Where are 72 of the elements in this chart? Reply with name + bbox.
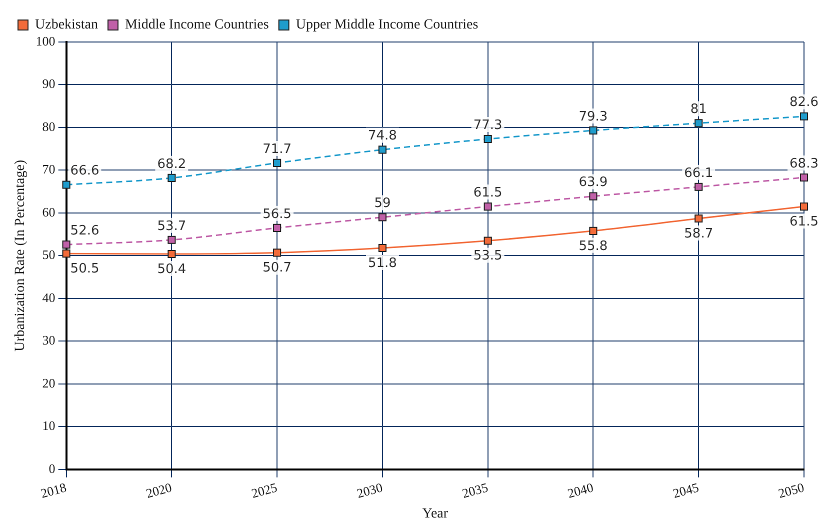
legend-label: Upper Middle Income Countries (296, 18, 478, 33)
point (800, 202, 808, 211)
legend-label: Middle Income Countries (124, 18, 269, 33)
point (273, 158, 282, 167)
x-axis-title: Year (422, 506, 448, 522)
y-tick-label: 10 (42, 418, 56, 434)
point (800, 173, 808, 182)
data-label: 82.6 (790, 95, 818, 110)
data-label: 55.8 (578, 238, 608, 254)
data-label: 66.6 (70, 164, 100, 179)
point (589, 192, 598, 200)
data-label: 50.5 (70, 261, 100, 276)
point (62, 250, 70, 258)
point (484, 236, 492, 245)
x-tick-label: 2018 (38, 480, 68, 501)
y-tick-label: 0 (48, 460, 56, 476)
point (378, 146, 386, 154)
x-tick-label: 2040 (566, 480, 595, 501)
data-label: 81 (690, 102, 707, 118)
point (694, 119, 703, 128)
point (168, 174, 176, 182)
x-tick-label: 2050 (776, 480, 806, 501)
x-tick-label: 2020 (144, 480, 174, 501)
y-tick-label: 100 (36, 33, 56, 48)
data-label: 71.7 (262, 142, 292, 157)
point (589, 126, 598, 135)
data-label: 77.3 (473, 118, 502, 133)
point (168, 250, 176, 258)
y-tick-label: 60 (42, 204, 56, 220)
legend-label: Uzbekistan (35, 18, 98, 33)
x-tick-label: 2045 (671, 480, 700, 501)
x-tick-label: 2025 (250, 480, 279, 501)
point (484, 134, 492, 144)
data-label: 68.2 (157, 156, 186, 172)
y-tick-label: 30 (42, 332, 56, 348)
data-label: 52.6 (70, 223, 100, 238)
point (589, 226, 598, 235)
data-label: 51.8 (368, 256, 397, 271)
data-label: 74.8 (368, 128, 397, 144)
data-label: 53.5 (473, 248, 502, 264)
data-label: 79.3 (578, 109, 608, 124)
data-label: 59 (374, 196, 391, 212)
point (694, 182, 703, 191)
point (273, 224, 282, 232)
data-label: 50.7 (262, 260, 292, 276)
y-tick-label: 80 (42, 118, 56, 134)
point (694, 214, 703, 223)
point (62, 240, 70, 249)
data-label: 68.3 (790, 156, 818, 172)
data-label: 61.5 (790, 214, 818, 230)
y-axis-title: Urbanization Rate (In Percentage) (13, 160, 28, 352)
y-tick-label: 20 (42, 375, 56, 390)
data-label: 58.7 (684, 226, 714, 242)
point (168, 236, 176, 244)
point (484, 202, 492, 211)
point (378, 244, 386, 252)
point (62, 180, 70, 189)
point (378, 213, 386, 222)
data-label: 53.7 (157, 218, 186, 234)
x-tick-label: 2035 (460, 480, 490, 501)
point (273, 248, 282, 257)
data-label: 50.4 (157, 262, 186, 277)
y-tick-label: 40 (42, 290, 56, 305)
y-tick-label: 70 (42, 162, 56, 177)
y-tick-label: 90 (42, 76, 56, 92)
data-label: 66.1 (684, 166, 714, 181)
point (800, 112, 808, 120)
data-label: 63.9 (578, 175, 608, 190)
data-label: 61.5 (473, 185, 502, 200)
data-label: 56.5 (262, 206, 292, 222)
y-tick-label: 50 (42, 247, 56, 262)
x-tick-label: 2030 (355, 480, 384, 501)
